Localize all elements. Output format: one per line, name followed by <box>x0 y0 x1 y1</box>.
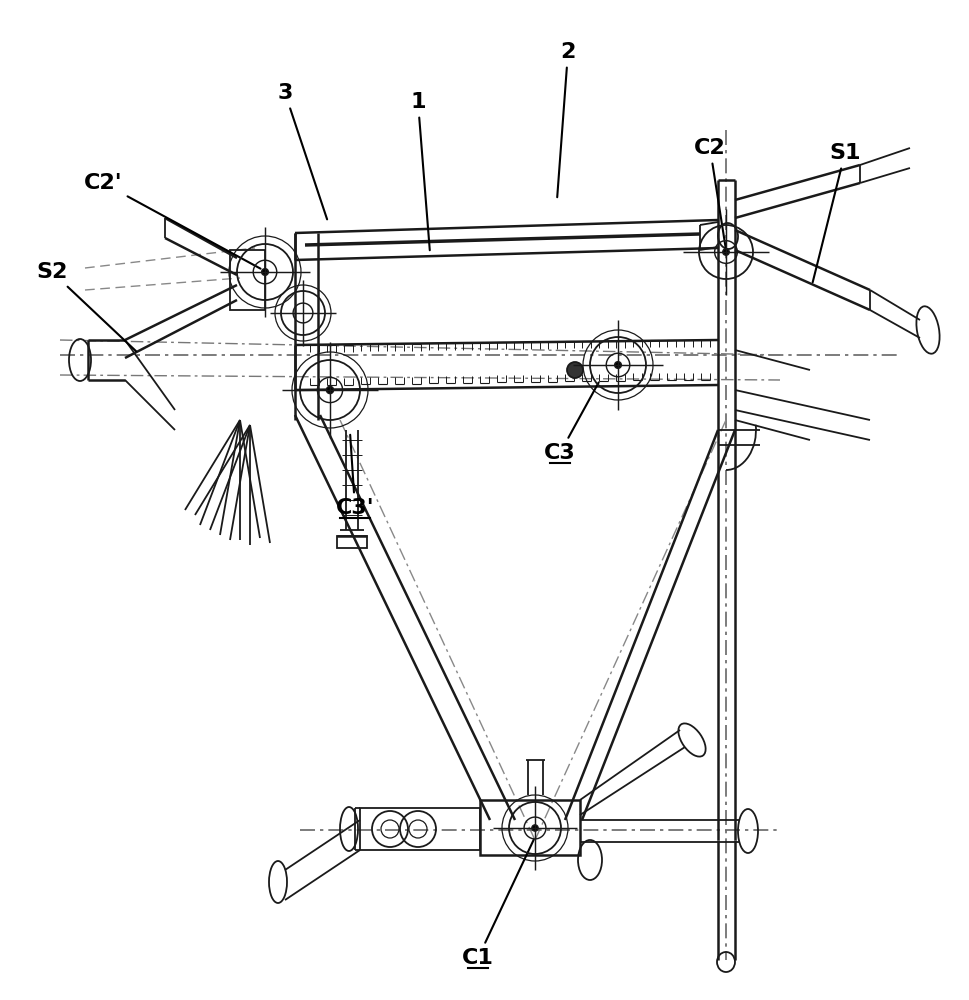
Circle shape <box>532 825 538 831</box>
Text: C3': C3' <box>335 435 374 518</box>
Text: S1: S1 <box>813 143 860 282</box>
Bar <box>480 800 580 855</box>
Bar <box>360 808 480 850</box>
Text: C3: C3 <box>545 382 599 463</box>
Text: 2: 2 <box>557 42 576 197</box>
Circle shape <box>567 362 583 378</box>
Circle shape <box>327 386 333 394</box>
Circle shape <box>262 269 268 275</box>
Text: S2: S2 <box>36 262 136 351</box>
Text: 3: 3 <box>277 83 328 219</box>
Text: 1: 1 <box>410 92 430 250</box>
Text: C2: C2 <box>694 138 726 247</box>
Circle shape <box>723 249 730 255</box>
Circle shape <box>614 362 621 368</box>
Text: C1: C1 <box>462 840 534 968</box>
Text: C2': C2' <box>83 173 261 269</box>
Bar <box>337 536 367 548</box>
Bar <box>230 250 265 310</box>
